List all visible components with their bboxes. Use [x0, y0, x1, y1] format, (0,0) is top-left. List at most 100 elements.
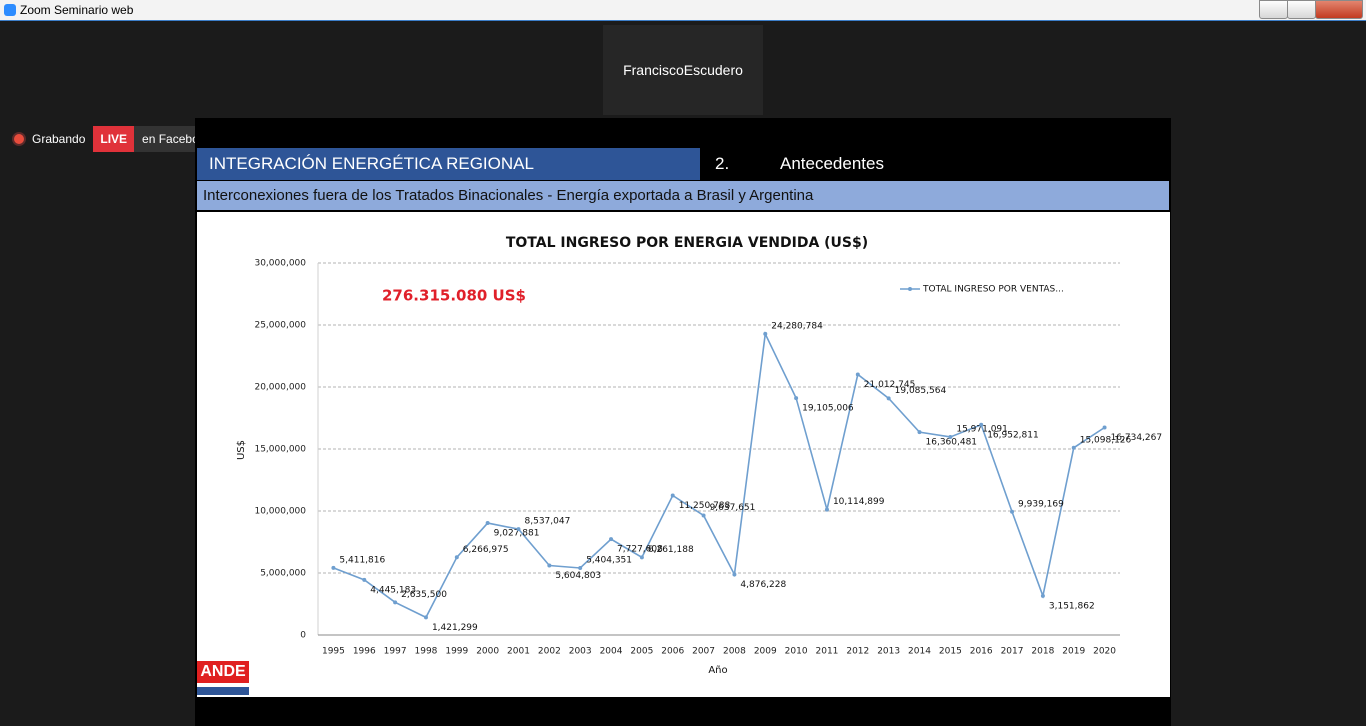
- logo-text: ANDE: [197, 661, 249, 683]
- y-tick-label: 10,000,000: [254, 507, 306, 517]
- legend-label: TOTAL INGRESO POR VENTAS...: [922, 285, 1064, 295]
- y-tick-label: 15,000,000: [254, 445, 306, 455]
- participant-tile[interactable]: FranciscoEscudero: [603, 25, 763, 115]
- slide-header: INTEGRACIÓN ENERGÉTICA REGIONAL: [197, 148, 700, 180]
- data-label: 19,105,006: [802, 404, 854, 414]
- x-tick-label: 1995: [322, 647, 345, 657]
- x-tick-label: 2005: [630, 647, 653, 657]
- chart-title: TOTAL INGRESO POR ENERGIA VENDIDA (US$): [506, 235, 868, 251]
- data-label: 15,098,126: [1080, 435, 1132, 445]
- data-label: 5,604,803: [555, 571, 601, 581]
- data-point: [1102, 425, 1107, 430]
- x-tick-label: 2002: [538, 647, 561, 657]
- x-tick-label: 2011: [816, 647, 839, 657]
- data-point: [609, 537, 614, 542]
- data-label: 7,727,608: [617, 545, 663, 555]
- data-label: 11,250,788: [679, 501, 731, 511]
- logo-bar: [197, 687, 249, 695]
- y-tick-label: 0: [300, 631, 306, 641]
- data-point: [393, 600, 398, 605]
- x-tick-label: 1999: [445, 647, 468, 657]
- x-tick-label: 2012: [846, 647, 869, 657]
- data-point: [701, 513, 706, 518]
- y-tick-label: 25,000,000: [254, 321, 306, 331]
- data-point: [1040, 593, 1045, 598]
- x-tick-label: 2019: [1062, 647, 1085, 657]
- data-line: [333, 331, 1106, 619]
- data-label: 4,876,228: [740, 580, 786, 590]
- data-point: [917, 430, 922, 435]
- annotation: 276.315.080 US$: [382, 287, 526, 305]
- title-bar: Zoom Seminario web: [0, 0, 1366, 21]
- x-tick-label: 2001: [507, 647, 530, 657]
- x-tick-label: 1997: [384, 647, 407, 657]
- data-label: 15,971,091: [956, 424, 1008, 434]
- data-label: 8,537,047: [525, 517, 571, 527]
- x-tick-label: 2008: [723, 647, 746, 657]
- x-tick-label: 2003: [569, 647, 592, 657]
- data-point: [732, 572, 737, 577]
- data-label: 5,411,816: [339, 555, 385, 565]
- x-tick-label: 2017: [1001, 647, 1024, 657]
- data-point: [948, 434, 953, 439]
- data-point: [485, 521, 490, 526]
- data-label: 16,734,267: [1111, 433, 1163, 443]
- data-label: 9,027,881: [494, 529, 540, 539]
- data-point: [855, 372, 860, 377]
- x-tick-label: 2015: [939, 647, 962, 657]
- x-tick-label: 2016: [970, 647, 993, 657]
- data-label: 3,151,862: [1049, 601, 1095, 611]
- x-tick-label: 2009: [754, 647, 777, 657]
- data-point: [331, 565, 336, 570]
- logo: ANDE: [197, 661, 249, 697]
- data-point: [886, 396, 891, 401]
- data-label: 24,280,784: [771, 321, 823, 331]
- data-label: 10,114,899: [833, 497, 885, 507]
- data-point: [423, 615, 428, 620]
- slide-subtitle: Interconexiones fuera de los Tratados Bi…: [197, 181, 1169, 210]
- data-point: [670, 493, 675, 498]
- window-title: Zoom Seminario web: [20, 3, 134, 17]
- data-label: 16,360,481: [926, 438, 978, 448]
- section-title: Antecedentes: [780, 154, 884, 173]
- app-icon: [4, 4, 16, 16]
- participant-name: FranciscoEscudero: [623, 62, 743, 78]
- chart-area: [197, 212, 1170, 697]
- close-button[interactable]: [1315, 0, 1363, 19]
- legend-marker: [908, 287, 912, 291]
- section-number: 2.: [715, 154, 730, 173]
- y-tick-label: 5,000,000: [260, 569, 306, 579]
- data-label: 19,085,564: [895, 386, 947, 396]
- data-label: 6,261,188: [648, 545, 694, 555]
- data-point: [794, 396, 799, 401]
- x-tick-label: 2020: [1093, 647, 1116, 657]
- y-tick-label: 20,000,000: [254, 383, 306, 393]
- data-point: [979, 422, 984, 427]
- x-tick-label: 2000: [476, 647, 499, 657]
- recording-label: Grabando: [32, 132, 86, 146]
- data-point: [824, 507, 829, 512]
- data-label: 21,012,745: [864, 380, 916, 390]
- x-tick-label: 2004: [600, 647, 623, 657]
- data-label: 9,637,651: [710, 503, 756, 513]
- data-label: 2,635,500: [401, 590, 447, 600]
- data-label: 4,445,183: [370, 585, 416, 595]
- data-point: [516, 527, 521, 532]
- x-tick-label: 1996: [353, 647, 376, 657]
- data-label: 16,952,811: [987, 430, 1039, 440]
- x-tick-label: 2006: [661, 647, 684, 657]
- x-tick-label: 2010: [785, 647, 808, 657]
- record-icon: [12, 132, 26, 146]
- live-badge: LIVE: [93, 126, 135, 152]
- y-tick-label: 30,000,000: [254, 259, 306, 269]
- x-tick-label: 2007: [692, 647, 715, 657]
- data-point: [578, 565, 583, 570]
- data-point: [362, 577, 367, 582]
- data-label: 5,404,351: [586, 555, 632, 565]
- data-label: 6,266,975: [463, 545, 509, 555]
- data-point: [639, 555, 644, 560]
- x-tick-label: 2013: [877, 647, 900, 657]
- x-axis-label: Año: [708, 665, 727, 676]
